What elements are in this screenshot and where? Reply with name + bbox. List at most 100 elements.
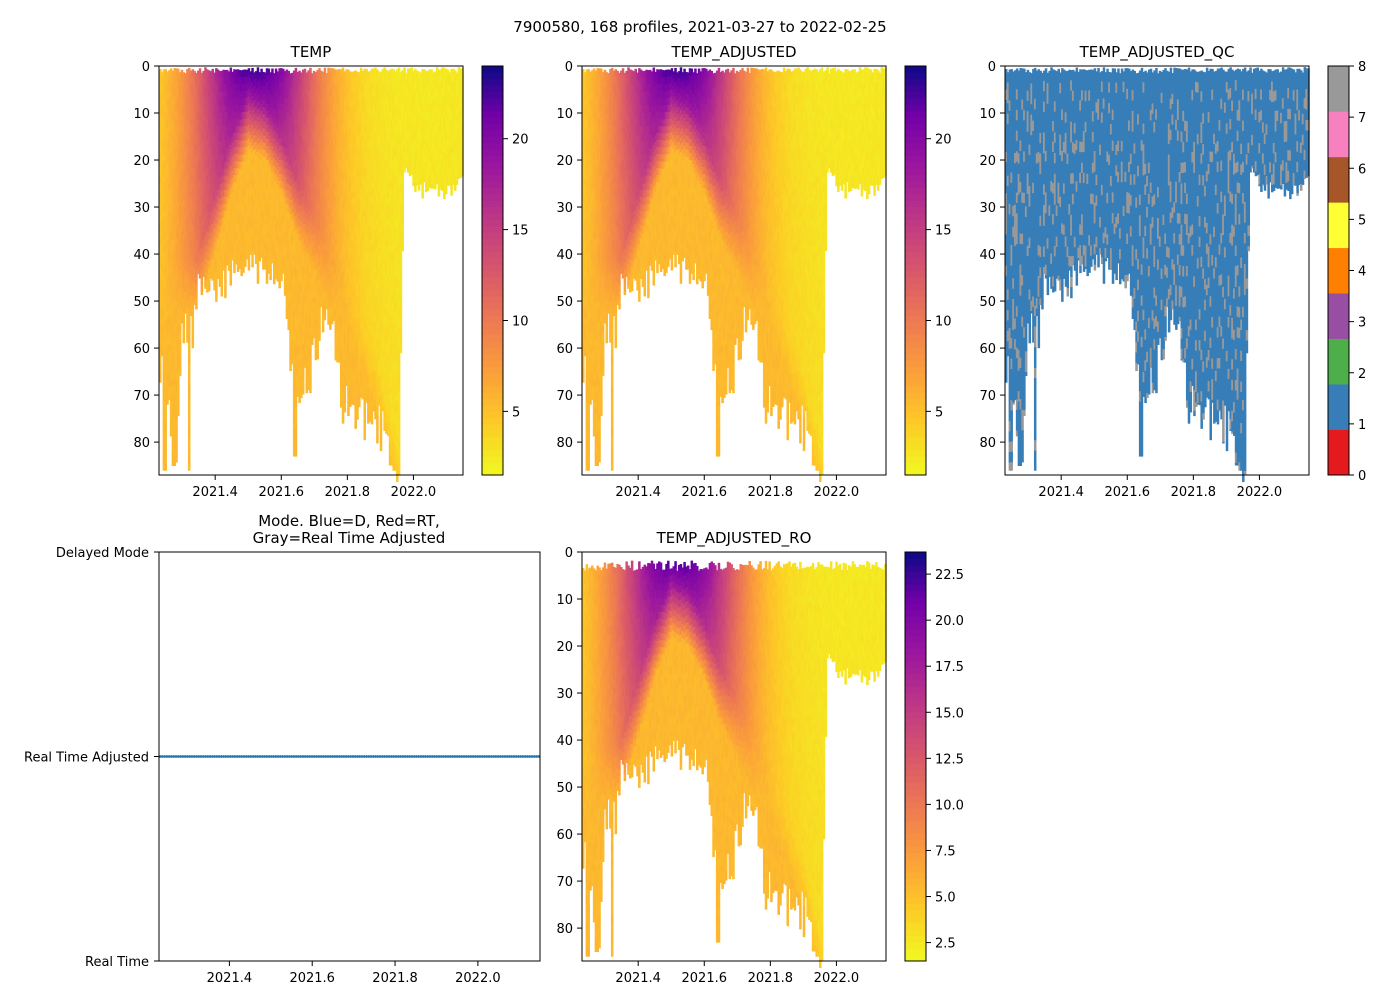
heatmap-cell bbox=[200, 234, 204, 243]
heatmap-cell bbox=[227, 155, 231, 164]
heatmap-cell bbox=[206, 69, 209, 77]
panel-title: TEMP bbox=[290, 43, 332, 61]
heatmap-cell bbox=[213, 241, 216, 250]
profile-column bbox=[207, 70, 211, 292]
heatmap-cell bbox=[216, 154, 220, 162]
heatmap-cell bbox=[222, 217, 225, 226]
heatmap-cell bbox=[198, 216, 202, 224]
heatmap-cell bbox=[222, 231, 225, 240]
heatmap-cell bbox=[169, 322, 173, 330]
heatmap-cell bbox=[159, 146, 162, 155]
heatmap-cell bbox=[180, 295, 184, 303]
heatmap-cell bbox=[171, 225, 175, 234]
heatmap-cell bbox=[171, 401, 175, 410]
heatmap-cell bbox=[173, 272, 176, 281]
heatmap-cell bbox=[204, 144, 207, 153]
heatmap-cell bbox=[168, 84, 171, 92]
heatmap-cell bbox=[225, 224, 229, 233]
heatmap-cell bbox=[211, 174, 214, 183]
heatmap-cell bbox=[224, 154, 227, 163]
heatmap-cell bbox=[309, 357, 312, 365]
heatmap-cell bbox=[184, 277, 187, 286]
heatmap-cell bbox=[269, 276, 272, 281]
heatmap-cell bbox=[162, 358, 166, 367]
profile-column bbox=[244, 69, 247, 267]
heatmap-cell bbox=[235, 259, 238, 265]
heatmap-cell bbox=[220, 289, 224, 297]
heatmap-cell bbox=[162, 302, 166, 310]
heatmap-cell bbox=[162, 224, 166, 233]
heatmap-cell bbox=[236, 160, 240, 169]
heatmap-cell bbox=[166, 381, 169, 390]
heatmap-cell bbox=[244, 224, 247, 233]
heatmap-cell bbox=[159, 294, 162, 303]
heatmap-cell bbox=[215, 75, 218, 83]
heatmap-cell bbox=[173, 96, 176, 104]
heatmap-cell bbox=[242, 224, 245, 233]
heatmap-cell bbox=[244, 69, 247, 77]
heatmap-cell bbox=[238, 91, 242, 99]
heatmap-cell bbox=[175, 258, 178, 267]
heatmap-cell bbox=[227, 71, 231, 79]
heatmap-cell bbox=[225, 182, 229, 191]
heatmap-cell bbox=[164, 97, 167, 105]
heatmap-cell bbox=[224, 281, 227, 290]
heatmap-cell bbox=[162, 443, 166, 451]
heatmap-cell bbox=[222, 253, 225, 261]
heatmap-cell bbox=[245, 175, 249, 184]
heatmap-cell bbox=[171, 423, 175, 431]
heatmap-cell bbox=[171, 253, 175, 262]
heatmap-cell bbox=[164, 76, 167, 84]
heatmap-cell bbox=[162, 393, 166, 402]
heatmap-cell bbox=[204, 74, 207, 82]
heatmap-cell bbox=[236, 238, 240, 246]
heatmap-cell bbox=[202, 77, 205, 86]
heatmap-cell bbox=[169, 406, 173, 415]
heatmap-cell bbox=[247, 131, 251, 140]
heatmap-cell bbox=[216, 224, 220, 233]
heatmap-cell bbox=[204, 109, 207, 118]
heatmap-cell bbox=[162, 132, 166, 141]
heatmap-cell bbox=[166, 304, 169, 312]
heatmap-cell bbox=[169, 392, 173, 401]
heatmap-cell bbox=[186, 76, 189, 84]
heatmap-cell bbox=[173, 68, 176, 76]
heatmap-cell bbox=[177, 139, 180, 147]
heatmap-cell bbox=[207, 154, 211, 163]
heatmap-cell bbox=[207, 77, 211, 85]
heatmap-cell bbox=[363, 414, 366, 422]
heatmap-cell bbox=[215, 68, 218, 76]
heatmap-cell bbox=[206, 238, 209, 246]
heatmap-cell bbox=[177, 378, 180, 387]
heatmap-cell bbox=[216, 203, 220, 211]
heatmap-cell bbox=[216, 182, 220, 190]
heatmap-cell bbox=[159, 174, 162, 183]
heatmap-cell bbox=[247, 188, 251, 196]
heatmap-cell bbox=[189, 246, 193, 255]
heatmap-cell bbox=[211, 118, 214, 126]
heatmap-cell bbox=[177, 350, 180, 359]
profile-column bbox=[187, 67, 191, 471]
heatmap-cell bbox=[197, 218, 200, 227]
heatmap-cell bbox=[222, 267, 225, 271]
heatmap-cell bbox=[159, 344, 162, 352]
heatmap-cell bbox=[159, 379, 162, 383]
heatmap-cell bbox=[168, 154, 171, 163]
heatmap-cell bbox=[249, 92, 252, 100]
heatmap-cell bbox=[195, 213, 198, 222]
heatmap-cell bbox=[171, 387, 175, 396]
heatmap-cell bbox=[224, 211, 227, 219]
profile-column bbox=[238, 70, 242, 269]
heatmap-cell bbox=[231, 177, 234, 186]
heatmap-cell bbox=[166, 332, 169, 340]
heatmap-cell bbox=[171, 98, 175, 107]
heatmap-cell bbox=[202, 127, 205, 135]
heatmap-cell bbox=[173, 406, 176, 414]
heatmap-cell bbox=[209, 78, 213, 86]
heatmap-cell bbox=[187, 215, 191, 224]
heatmap-cell bbox=[211, 82, 214, 91]
heatmap-cell bbox=[204, 236, 207, 244]
heatmap-cell bbox=[198, 188, 202, 196]
heatmap-cell bbox=[207, 105, 211, 113]
heatmap-cell bbox=[200, 206, 204, 215]
